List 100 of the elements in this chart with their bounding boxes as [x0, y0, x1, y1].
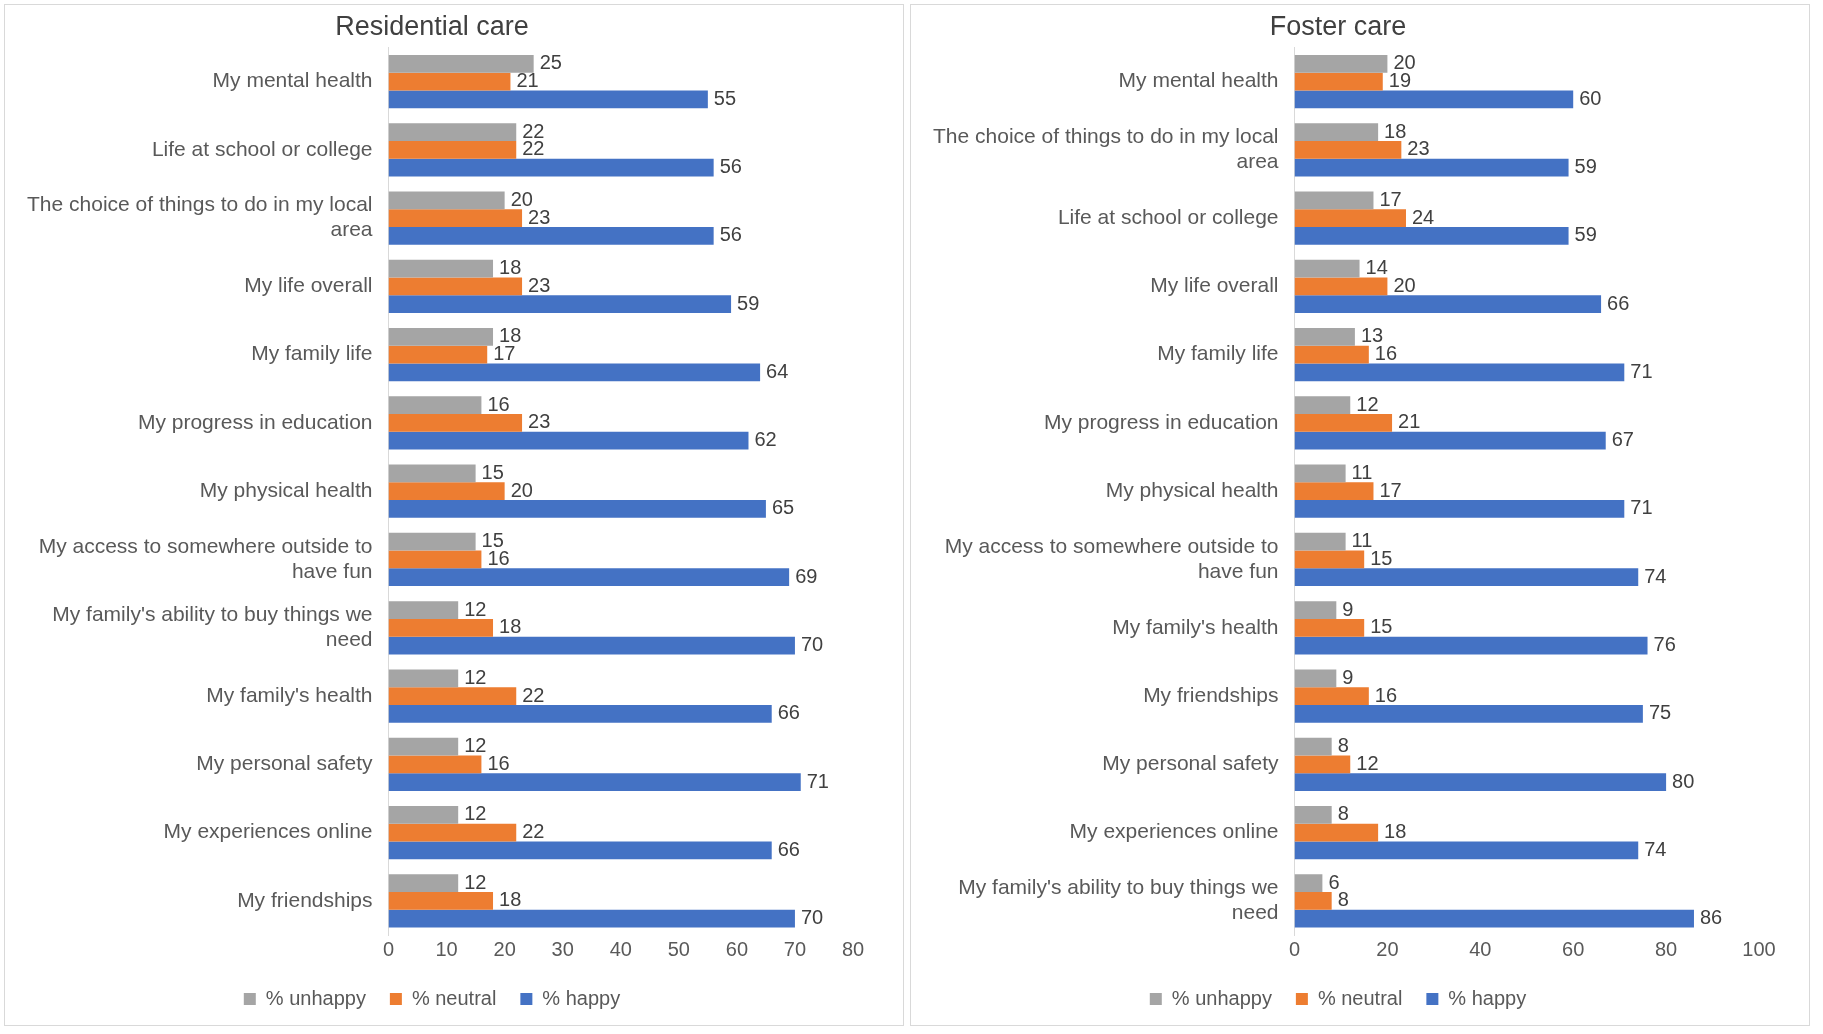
bar	[1294, 54, 1388, 73]
legend-label: % neutral	[1317, 986, 1403, 1009]
bar	[388, 823, 517, 842]
data-label: 66	[1607, 291, 1630, 314]
legend-label: % happy	[542, 986, 621, 1009]
bar	[1294, 396, 1351, 415]
y-tick-label: My family life	[251, 341, 373, 365]
bar	[388, 295, 732, 313]
x-tick-label: 100	[1742, 937, 1776, 960]
bar	[388, 737, 459, 756]
x-tick-label: 80	[841, 937, 865, 960]
legend-label: % neutral	[411, 986, 497, 1009]
data-label: 21	[516, 69, 539, 92]
data-label: 23	[1407, 137, 1430, 160]
bar	[388, 396, 482, 415]
bar	[388, 464, 476, 483]
bar	[1294, 737, 1332, 756]
y-tick-label: My family's health	[206, 682, 373, 706]
bar	[1294, 72, 1383, 91]
bar	[388, 191, 505, 210]
bar	[388, 90, 708, 109]
data-label: 12	[1356, 751, 1379, 774]
bar	[388, 841, 772, 860]
data-label: 59	[1574, 223, 1597, 246]
data-label: 23	[528, 410, 551, 433]
data-label: 66	[777, 837, 800, 860]
legend-label: % unhappy	[265, 986, 366, 1009]
bar	[388, 755, 482, 774]
bar	[388, 226, 714, 245]
bar	[388, 773, 801, 791]
chart-title: Foster care	[1269, 10, 1407, 41]
x-tick-label: 0	[1288, 937, 1301, 960]
legend-label: % unhappy	[1171, 986, 1272, 1009]
data-label: 6	[1328, 870, 1340, 893]
y-tick-label: My friendships	[1143, 682, 1279, 706]
data-label: 11	[1351, 460, 1373, 483]
y-tick-label: My physical health	[199, 478, 373, 501]
legend-label: % happy	[1448, 986, 1527, 1009]
data-label: 21	[1398, 410, 1421, 433]
data-label: 86	[1699, 906, 1723, 929]
bar	[1294, 345, 1369, 364]
y-tick-label: My mental health	[1118, 68, 1279, 92]
bar	[1294, 226, 1569, 245]
data-label: 23	[528, 273, 551, 296]
y-tick-label: My family's health	[1112, 614, 1279, 638]
y-tick-label: My friendships	[237, 887, 373, 911]
bar	[388, 277, 523, 296]
data-label: 15	[481, 460, 504, 483]
bar	[1294, 636, 1648, 655]
bar	[388, 601, 459, 619]
x-tick-label: 20	[493, 937, 516, 960]
bar	[388, 636, 795, 655]
x-tick-label: 80	[1654, 937, 1678, 960]
y-tick-label: My access to somewhere outside to have fun	[944, 533, 1279, 582]
bar	[1294, 482, 1374, 501]
data-label: 9	[1342, 665, 1354, 688]
bar	[1294, 874, 1323, 892]
data-label: 69	[795, 564, 818, 587]
bar	[1294, 601, 1337, 619]
bar	[388, 158, 714, 177]
y-tick-label: My family's ability to buy things we need	[958, 875, 1279, 924]
bar	[1294, 909, 1694, 928]
bar	[1294, 158, 1569, 177]
bar	[1294, 773, 1667, 791]
bar	[1294, 414, 1393, 432]
x-tick-label: 50	[667, 937, 690, 960]
bar	[1294, 755, 1351, 774]
data-label: 80	[1672, 769, 1695, 792]
bar	[1294, 823, 1379, 842]
bar	[1294, 550, 1365, 569]
x-tick-label: 60	[1562, 937, 1585, 960]
data-label: 60	[1579, 86, 1602, 109]
data-label: 76	[1653, 633, 1676, 656]
bar	[1294, 328, 1355, 346]
data-label: 65	[771, 496, 795, 519]
data-label: 8	[1337, 888, 1349, 911]
data-label: 16	[487, 751, 510, 774]
bar	[1294, 500, 1625, 518]
bar	[388, 123, 517, 141]
y-tick-label: My experiences online	[163, 819, 373, 843]
data-label: 59	[1574, 155, 1597, 178]
data-label: 12	[464, 802, 487, 825]
y-tick-label: My family's ability to buy things we need	[52, 601, 373, 651]
data-label: 59	[737, 291, 760, 314]
data-label: 15	[1370, 615, 1393, 638]
data-label: 56	[719, 223, 742, 246]
data-label: 56	[719, 155, 742, 178]
bar	[1294, 90, 1574, 109]
bar	[1294, 277, 1388, 296]
bar	[388, 669, 459, 688]
data-label: 17	[1379, 187, 1402, 210]
data-label: 9	[1342, 597, 1354, 620]
y-tick-label: The choice of things to do in my local area	[27, 192, 373, 241]
data-label: 22	[522, 820, 545, 843]
chart-title: Residential care	[335, 10, 529, 41]
data-label: 20	[510, 478, 533, 501]
data-label: 18	[1384, 119, 1407, 142]
bar	[1294, 259, 1360, 278]
x-tick-label: 40	[1469, 937, 1492, 960]
bar	[388, 72, 511, 91]
